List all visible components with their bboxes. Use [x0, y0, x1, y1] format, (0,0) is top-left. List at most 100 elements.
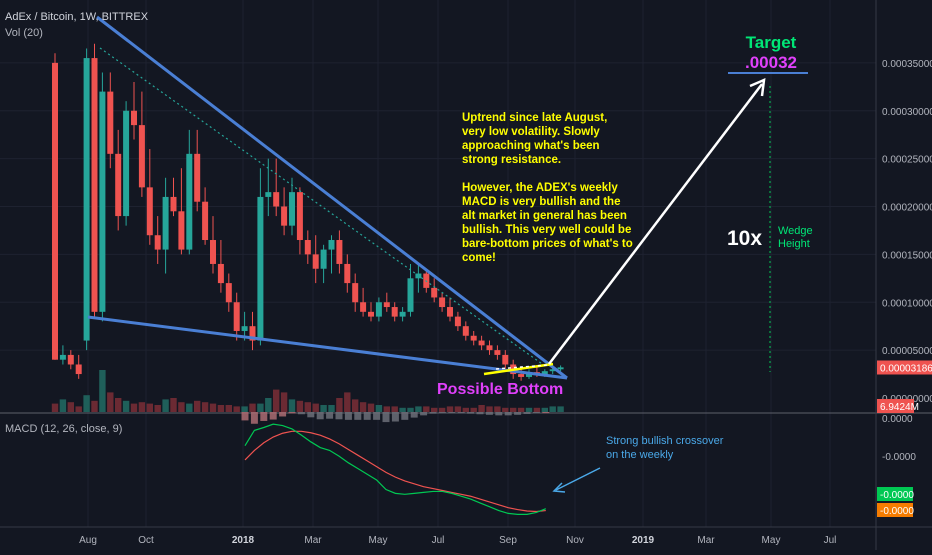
macd-layer	[241, 412, 550, 515]
volume-bar	[209, 403, 217, 412]
candle-body	[59, 354, 66, 360]
volume-bar	[438, 407, 446, 412]
candle-body	[344, 263, 351, 284]
price-tick-label: 0.00005000	[882, 346, 932, 357]
price-tick-label: 0.00010000	[882, 298, 932, 309]
volume-bar	[336, 398, 343, 412]
price-tick-label: 0.00025000	[882, 155, 932, 166]
volume-bar	[454, 406, 462, 412]
volume-bar	[162, 399, 169, 412]
macd-histogram-bar	[250, 412, 258, 424]
volume-bar	[494, 406, 501, 412]
volume-bar	[525, 407, 533, 412]
candle-body	[194, 153, 201, 202]
macd-tick-label: 0.0000	[882, 414, 913, 425]
volume-bar	[178, 402, 185, 412]
volume-bar	[257, 403, 264, 412]
candle-body	[407, 278, 414, 312]
projection-arrowhead	[749, 77, 766, 97]
volume-bar	[51, 403, 59, 412]
candle-body	[383, 302, 390, 308]
volume-bar	[478, 405, 485, 412]
lower-trendline	[87, 315, 568, 380]
candle-body	[249, 326, 256, 341]
volume-bar	[407, 407, 414, 412]
candle-body	[131, 110, 137, 126]
signal-value-label: -0.0000	[880, 506, 914, 517]
volume-bar	[446, 406, 454, 412]
candle-body	[75, 364, 82, 375]
candle-body	[360, 302, 367, 312]
volume-bar	[75, 406, 82, 412]
macd-histogram-bar	[429, 412, 437, 414]
volume-label: Vol (20)	[5, 27, 43, 39]
price-tick-label: 0.00035000	[882, 59, 932, 70]
time-tick-label: Sep	[499, 535, 517, 546]
note-line: come!	[462, 252, 496, 264]
candle-body	[541, 371, 548, 376]
candle-body	[225, 283, 232, 303]
crossover-label-1: Strong bullish crossover	[606, 435, 724, 447]
note-line: However, the ADEX's weekly	[462, 182, 618, 194]
volume-bar	[233, 406, 240, 412]
candle-body	[115, 153, 122, 217]
candle-body	[146, 187, 153, 236]
macd-histogram-bar	[532, 412, 540, 413]
trend-dotted-line	[99, 47, 546, 367]
candle-body	[52, 62, 58, 360]
wedge-label-1: Wedge	[778, 225, 813, 237]
time-tick-label: Nov	[566, 535, 584, 546]
volume-bar	[431, 407, 438, 412]
candle-body	[304, 240, 311, 255]
candle-body	[281, 206, 288, 226]
candle-body	[233, 302, 240, 331]
volume-bar	[296, 400, 304, 412]
volume-bar	[83, 395, 90, 412]
possible-bottom-label: Possible Bottom	[437, 381, 563, 398]
candle-body	[289, 192, 295, 226]
support-dash	[495, 364, 549, 370]
volume-bar	[170, 398, 177, 412]
candle-body	[202, 201, 209, 241]
macd-histogram-bar	[382, 412, 390, 423]
volume-bar	[383, 406, 390, 412]
volume-bar	[265, 398, 272, 412]
note-line: bare-bottom prices of what's to	[462, 238, 633, 250]
note-line: very low volatility. Slowly	[462, 126, 600, 138]
volume-bar	[146, 403, 153, 412]
volume-bar	[502, 407, 509, 412]
last-price-tag	[877, 360, 932, 375]
macd-value-tag	[877, 487, 913, 501]
candle-body	[241, 326, 248, 331]
candle-body	[186, 153, 193, 250]
time-tick-label: Mar	[304, 535, 322, 546]
candle-body	[391, 307, 398, 317]
volume-bar	[510, 407, 517, 412]
multiplier-label: 10x	[727, 227, 762, 250]
volume-tag-label: 6.9424M	[880, 402, 919, 413]
candle-body	[257, 196, 264, 341]
candle-body	[328, 240, 335, 250]
volume-bar	[391, 406, 398, 412]
candle-body	[375, 302, 382, 317]
time-tick-label: Jul	[824, 535, 837, 546]
candle-body	[320, 249, 327, 269]
volume-bar	[415, 406, 422, 412]
note-line: Uptrend since late August,	[462, 112, 607, 124]
candle-body	[352, 283, 359, 303]
candle-body	[470, 335, 477, 341]
macd-histogram-bar	[373, 412, 381, 420]
upper-trendline	[96, 15, 568, 380]
macd-histogram-bar	[438, 412, 446, 413]
macd-histogram-bar	[316, 412, 324, 420]
macd-histogram-bar	[542, 412, 550, 414]
volume-bar	[533, 407, 541, 412]
candle-body	[399, 311, 406, 317]
macd-histogram-bar	[260, 412, 268, 421]
macd-histogram-bar	[326, 412, 334, 419]
volume-bar	[288, 399, 296, 412]
volume-bar	[280, 392, 288, 412]
candle-body	[154, 235, 161, 250]
candle-body	[296, 192, 303, 241]
